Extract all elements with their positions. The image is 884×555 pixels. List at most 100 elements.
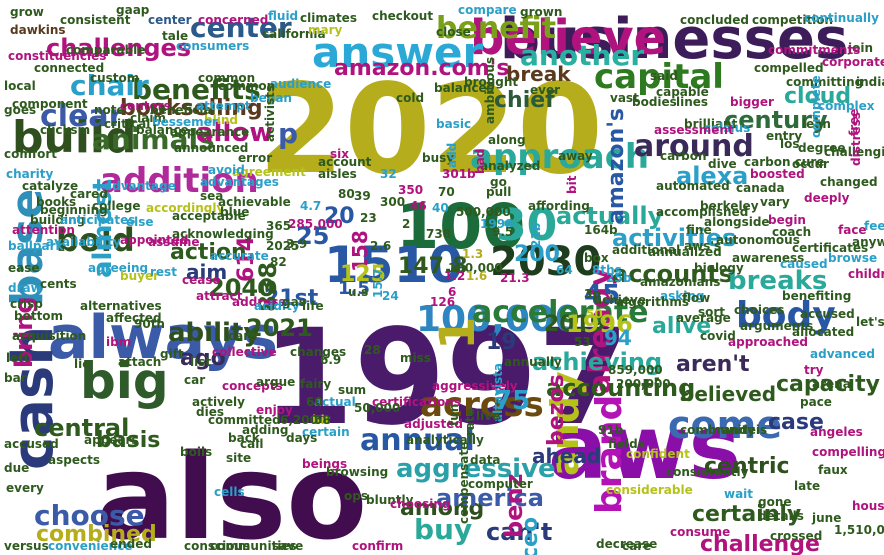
word-324: versus [4, 539, 49, 553]
word-164: lean [802, 117, 831, 131]
word-137: capable [656, 85, 709, 99]
word-237: achieve [594, 293, 646, 307]
word-4: businesses [500, 7, 849, 72]
word-273: argue [256, 375, 296, 389]
word-406: 6 [448, 285, 457, 299]
word-26: benefits [132, 73, 261, 106]
word-19: accelerate [472, 295, 649, 330]
word-37: choose [34, 499, 145, 532]
word-119: comparable [66, 43, 146, 57]
word-247: sort [698, 305, 726, 319]
word-262: annually [504, 355, 562, 369]
word-358: 82 [270, 255, 287, 269]
word-231: children [848, 267, 884, 281]
word-270: aggressively [432, 379, 518, 393]
word-11: big [80, 352, 169, 410]
word-253: collective [212, 345, 277, 359]
word-245: algorithms [616, 295, 690, 309]
word-216: acknowledging [172, 227, 274, 241]
word-257: left [6, 351, 30, 365]
word-160: basic [436, 117, 472, 131]
word-81: 2021 [246, 314, 313, 342]
word-230: benefiting [782, 289, 852, 303]
word-204: face [838, 223, 867, 237]
word-36: bold [56, 221, 135, 259]
word-3: aws [548, 396, 742, 499]
word-186: accordingly [146, 201, 225, 215]
word-356: 300 [380, 195, 406, 209]
word-259: list [190, 355, 212, 369]
word-132: audience [270, 77, 332, 91]
word-126: committing [786, 75, 864, 89]
word-371: 23 [360, 211, 377, 225]
word-382: u.s [348, 285, 369, 299]
word-300: aspects [48, 453, 100, 467]
word-274: actual [314, 395, 356, 409]
word-39: accounts [612, 260, 734, 288]
word-2: also [96, 428, 368, 555]
word-343: 2025 [266, 239, 300, 253]
word-205: feet [864, 219, 884, 233]
word-402: draw [8, 281, 42, 295]
word-328: communities [210, 539, 297, 553]
word-302: site [226, 451, 252, 465]
word-392: bit [565, 175, 579, 194]
word-117: constituencies [8, 49, 107, 63]
word-66: combined [36, 522, 157, 547]
word-191: carbon cure [744, 155, 825, 169]
word-261: miss [400, 351, 431, 365]
word-317: choosing [390, 497, 451, 511]
word-0: 1997 [262, 301, 630, 455]
word-101: consistent [60, 13, 131, 27]
word-281: accused [4, 437, 59, 451]
word-258: attach [118, 355, 162, 369]
word-357: 126 [430, 295, 456, 309]
word-238: flow [682, 291, 711, 305]
word-38: annual [360, 423, 475, 458]
word-364: 50 [586, 307, 603, 321]
word-128: local [4, 79, 36, 93]
word-309: every [6, 481, 44, 495]
word-280: pace [800, 395, 832, 409]
word-305: data [470, 453, 501, 467]
word-113: gaap [116, 3, 150, 17]
word-47: century [724, 106, 828, 134]
word-60: certainly [692, 502, 802, 527]
word-208: appointed [120, 233, 189, 247]
word-350: 21b [529, 222, 543, 248]
word-175: analyzed [480, 159, 541, 173]
word-384: sea [200, 189, 224, 203]
word-131: common [198, 71, 256, 85]
word-399: let's [856, 315, 884, 329]
word-10: build [12, 112, 137, 163]
word-108: grown [520, 5, 563, 19]
word-321: details [758, 509, 804, 523]
word-114: california [262, 27, 326, 41]
word-339: 859,000 [608, 363, 663, 377]
word-162: celsius [704, 121, 751, 135]
word-335: 1,510,000 [834, 523, 884, 537]
word-27: center [190, 11, 292, 44]
word-353: 64 [556, 263, 573, 277]
word-159: activists [263, 84, 277, 142]
word-79: 21st [264, 286, 319, 311]
word-153: bessemer [152, 115, 218, 129]
word-326: ended [110, 537, 152, 551]
word-161: brilliant [684, 117, 738, 131]
word-296: live [476, 409, 501, 423]
word-25: animals [92, 123, 215, 156]
word-383: six [330, 147, 349, 161]
word-173: account [318, 155, 372, 169]
word-140: complex [818, 99, 875, 113]
word-83: 1996 [566, 310, 633, 338]
word-267: concepts [222, 379, 283, 393]
word-158: agreement [232, 165, 306, 179]
word-294: certain [302, 425, 350, 439]
word-301: boils [180, 445, 213, 459]
word-190: automated [656, 179, 730, 193]
word-22: approach [470, 137, 650, 177]
word-379: 1.6 [466, 269, 488, 283]
word-332: care [622, 539, 652, 553]
word-123: corporate [822, 55, 884, 69]
word-341: 50,000 [354, 401, 401, 415]
